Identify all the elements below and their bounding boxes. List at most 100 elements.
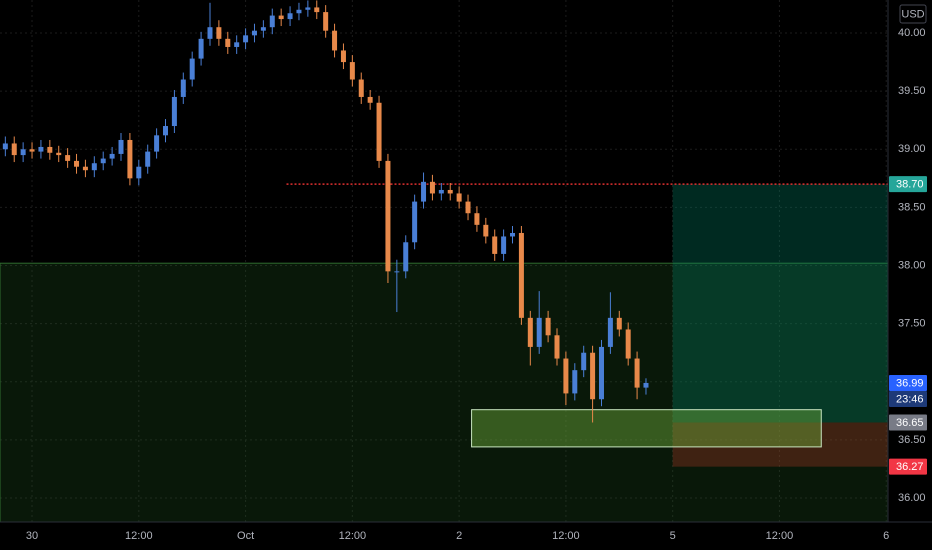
candle-body xyxy=(572,370,578,394)
price-label: 36.65 xyxy=(896,417,924,429)
candle-body xyxy=(100,158,106,164)
candle-body xyxy=(278,15,284,20)
candle-body xyxy=(11,143,17,156)
price-label-box xyxy=(889,374,927,391)
candle-body xyxy=(29,149,35,152)
y-tick-label: 38.00 xyxy=(898,259,926,271)
candle-body xyxy=(145,151,151,167)
candle-body xyxy=(216,27,222,39)
candle-body xyxy=(269,15,275,28)
candle-body xyxy=(47,146,53,153)
candle-body xyxy=(332,30,338,51)
y-tick-label: 38.50 xyxy=(898,201,926,213)
candle-body xyxy=(20,149,26,156)
candle-body xyxy=(527,317,533,347)
candle-body xyxy=(340,50,346,63)
candle-body xyxy=(154,135,160,152)
price-label: 38.70 xyxy=(896,179,924,191)
candle-body xyxy=(403,242,409,272)
zone xyxy=(672,184,888,423)
candle-body xyxy=(643,382,649,388)
candle-body xyxy=(234,42,240,47)
x-tick-label: 12:00 xyxy=(766,530,794,542)
candle-body xyxy=(625,329,631,359)
currency: USD xyxy=(901,8,924,20)
x-tick-label: 5 xyxy=(670,530,676,542)
candle-body xyxy=(180,79,186,97)
candle-body xyxy=(518,232,524,318)
candle-body xyxy=(634,358,640,388)
countdown: 23:46 xyxy=(896,393,924,405)
y-tick-label: 37.50 xyxy=(898,318,926,330)
candle-body xyxy=(545,317,551,336)
currency-box[interactable] xyxy=(899,4,927,24)
candle-body xyxy=(171,96,177,127)
zone xyxy=(672,422,888,467)
candle-body xyxy=(349,62,355,80)
candle-body xyxy=(118,139,124,154)
candle-body xyxy=(501,236,507,254)
zone xyxy=(471,409,822,448)
y-tick-label: 40.00 xyxy=(898,27,926,39)
y-tick-label: 39.00 xyxy=(898,143,926,155)
candle-body xyxy=(510,232,516,237)
candle-body xyxy=(127,139,133,179)
candle-body xyxy=(225,38,231,47)
candle-body xyxy=(65,155,71,161)
x-tick-label: 12:00 xyxy=(339,530,367,542)
candle-body xyxy=(198,38,204,59)
candle-body xyxy=(616,317,622,330)
candle-body xyxy=(296,9,302,14)
candle-body xyxy=(376,102,382,161)
candle-body xyxy=(429,181,435,194)
candle-body xyxy=(38,146,44,152)
candle-body xyxy=(492,236,498,254)
candle-body xyxy=(358,79,364,97)
x-tick-label: 30 xyxy=(26,530,38,542)
candle-body xyxy=(305,7,311,10)
candle-body xyxy=(456,193,462,202)
candle-body xyxy=(91,163,97,171)
price-label-box xyxy=(889,414,927,431)
candle-body xyxy=(260,27,266,31)
candle-body xyxy=(554,335,560,359)
price-label: 36.99 xyxy=(896,377,924,389)
price-label-box xyxy=(889,176,927,193)
candle-body xyxy=(323,12,329,31)
x-tick-label: 12:00 xyxy=(125,530,153,542)
candle-body xyxy=(581,352,587,371)
candle-body xyxy=(394,271,400,273)
x-tick-label: 12:00 xyxy=(552,530,580,542)
countdown-box xyxy=(889,390,927,407)
candle-body xyxy=(189,58,195,80)
candle-body xyxy=(314,7,320,13)
candle-body xyxy=(251,30,257,36)
candle-body xyxy=(162,126,168,136)
candle-body xyxy=(207,27,213,39)
zone xyxy=(0,262,889,523)
price-label-box xyxy=(889,458,927,475)
candle-body xyxy=(465,201,471,214)
candle-body xyxy=(607,317,613,347)
x-tick-label: Oct xyxy=(237,530,254,542)
candle-body xyxy=(2,143,8,150)
candle-body xyxy=(367,96,373,103)
x-tick-label: 2 xyxy=(456,530,462,542)
candle-body xyxy=(56,152,62,156)
candle-body xyxy=(598,346,604,400)
candle-body xyxy=(385,160,391,272)
candle-body xyxy=(421,181,427,202)
candle-body xyxy=(109,153,115,159)
candle-body xyxy=(590,352,596,400)
y-tick-label: 36.50 xyxy=(898,434,926,446)
y-tick-label: 36.00 xyxy=(898,492,926,504)
candle-body xyxy=(447,189,453,194)
price-label: 36.27 xyxy=(896,461,924,473)
candle-body xyxy=(483,224,489,237)
x-tick-label: 6 xyxy=(883,530,889,542)
candle-body xyxy=(536,317,542,347)
candle-body xyxy=(287,13,293,20)
candle-body xyxy=(438,189,444,194)
candle-body xyxy=(563,358,569,394)
